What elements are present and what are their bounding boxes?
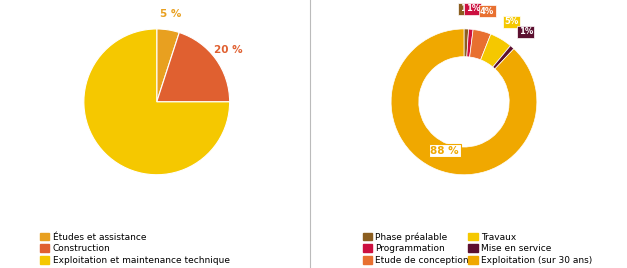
Text: 20 %: 20 % [214,44,243,55]
Text: 75 %: 75 % [103,136,132,146]
Text: 88 %: 88 % [430,146,459,156]
Wedge shape [157,32,229,102]
Legend: Travaux, Mise en service, Exploitation (sur 30 ans): Travaux, Mise en service, Exploitation (… [468,233,593,265]
Wedge shape [493,46,514,69]
Wedge shape [464,29,468,57]
Text: 1%: 1% [519,27,533,36]
Wedge shape [481,34,510,67]
Legend: Études et assistance, Construction, Exploitation et maintenance technique: Études et assistance, Construction, Expl… [40,233,229,265]
Wedge shape [84,29,229,175]
Wedge shape [470,29,491,60]
Wedge shape [157,29,179,102]
Text: 1%: 1% [460,4,474,13]
Text: 1%: 1% [466,5,480,13]
Text: 5%: 5% [504,17,519,26]
Wedge shape [467,29,473,57]
Wedge shape [391,29,537,175]
Text: 4%: 4% [480,7,494,16]
Text: 5 %: 5 % [160,9,181,19]
